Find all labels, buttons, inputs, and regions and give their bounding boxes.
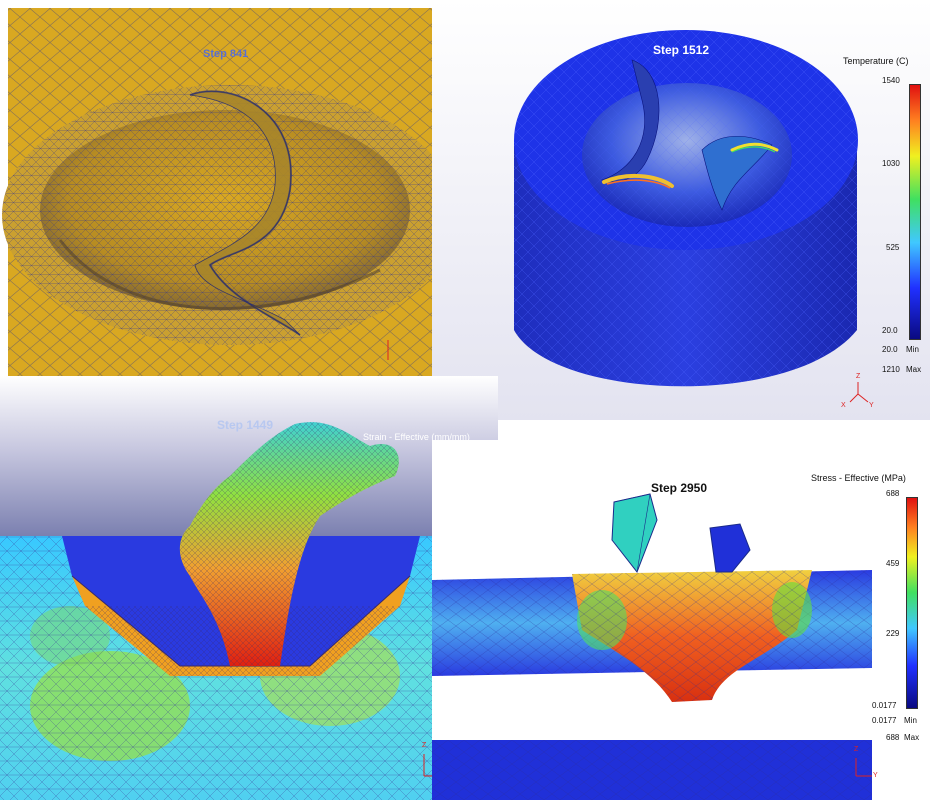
legend-title: Temperature (C)	[843, 56, 909, 66]
legend-min-label: Min	[904, 716, 917, 725]
axis-triad-icon: Z Y	[846, 746, 886, 786]
legend-max-label: Max	[906, 365, 922, 374]
step-label: Step 1449	[217, 418, 274, 432]
legend-max-label: Max	[904, 733, 920, 742]
legend-tick: 688	[886, 489, 900, 498]
legend-tick: 0.0177	[872, 701, 897, 710]
legend-tick: 459	[886, 559, 900, 568]
panel-step-841: Step 841	[0, 0, 432, 378]
axis-z-label: Z	[856, 373, 861, 380]
axis-z-label: Z	[422, 742, 427, 749]
legend-tick: 1030	[882, 159, 900, 168]
panel-step-1512: Step 1512 Temperature (C) 1540 1030 525 …	[432, 0, 930, 420]
legend-title: Strain - Effective (mm/mm)	[363, 432, 470, 442]
strain-render	[0, 376, 498, 800]
step-label: Step 841	[203, 48, 249, 60]
step-label: Step 2950	[651, 481, 708, 495]
panel-step-1449: Step 1449 Strain - Effective (mm/mm) Z	[0, 376, 498, 800]
temperature-render	[432, 0, 930, 420]
legend-tick: 525	[886, 243, 900, 252]
axis-y-label: Y	[873, 772, 878, 779]
axis-y-label: Y	[869, 402, 874, 409]
axis-triad-icon: Z X Y	[838, 373, 878, 412]
axis-z-label: Z	[854, 746, 859, 753]
stress-render	[432, 493, 872, 800]
yellow-mesh-render	[2, 8, 432, 378]
legend-max-value: 1210	[882, 365, 900, 374]
legend-max-value: 688	[886, 733, 900, 742]
stress-color-bar	[906, 497, 918, 709]
panel-step-2950: Step 2950 Stress - Effective (MPa) 688 4…	[432, 440, 930, 800]
legend-min-value: 0.0177	[872, 716, 897, 725]
step-label: Step 1512	[653, 43, 710, 57]
legend-title: Stress - Effective (MPa)	[811, 473, 906, 483]
legend-tick: 20.0	[882, 326, 898, 335]
legend-tick: 1540	[882, 76, 900, 85]
temperature-color-bar	[909, 84, 921, 340]
legend-min-value: 20.0	[882, 345, 898, 354]
legend-min-label: Min	[906, 345, 919, 354]
axis-x-label: X	[841, 402, 846, 409]
legend-tick: 229	[886, 629, 900, 638]
